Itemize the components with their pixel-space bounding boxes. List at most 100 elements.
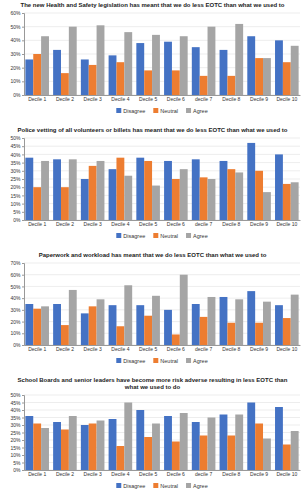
bar [208, 179, 216, 220]
x-tick-label: Decile 8 [222, 346, 240, 352]
x-tick-label: Decile 1 [28, 346, 46, 352]
bar [41, 161, 49, 220]
bar [192, 422, 200, 470]
y-tick-mark [22, 470, 24, 471]
bars [25, 143, 298, 220]
bar [97, 421, 105, 471]
y-tick: 0% [13, 217, 24, 223]
legend-item: Neutral [153, 233, 178, 239]
x-axis: Decile 1Decile 2Decile 3Decile 4Decile 5… [25, 470, 301, 477]
y-tick-mark [22, 463, 24, 464]
bar [283, 318, 291, 345]
x-tick: Decile 5 [139, 220, 157, 227]
x-tick: Decile 5 [139, 95, 157, 102]
x-tick: Decile 1 [28, 345, 46, 352]
grid [24, 138, 300, 220]
grid-line [24, 298, 300, 299]
y-tick-mark [22, 95, 24, 96]
bar [136, 43, 144, 95]
x-tick-label: Decile 8 [222, 221, 240, 227]
bar [124, 32, 132, 95]
bar [200, 177, 208, 220]
y-tick-mark [22, 154, 24, 155]
x-tick: decile 7 [195, 95, 212, 102]
x-tick-label: Decile 3 [84, 96, 102, 102]
bar [275, 40, 283, 95]
legend: DisagreeNeutralAgree [116, 358, 207, 364]
bar [81, 425, 89, 470]
x-tick-label: Decile 9 [250, 96, 268, 102]
bar [25, 304, 33, 345]
x-tick: Decile 4 [111, 95, 129, 102]
y-tick-label: 5% [13, 209, 21, 215]
bar [144, 161, 152, 220]
grid-line [24, 162, 300, 163]
bar [275, 407, 283, 470]
y-tick-label: 10% [10, 78, 21, 84]
x-tick-label: Decile 2 [56, 96, 74, 102]
y-tick: 0% [13, 342, 24, 348]
grid [24, 13, 300, 95]
y-tick-label: 50% [10, 24, 21, 30]
y-tick: 5% [13, 460, 24, 466]
bar [164, 416, 172, 470]
x-tick: Decile 6 [167, 345, 185, 352]
x-tick: Decile 9 [250, 220, 268, 227]
panel: Paperwork and workload has meant that we… [10, 252, 300, 364]
bars [25, 24, 298, 95]
y-tick-label: 25% [10, 430, 21, 436]
legend-label: Agree [193, 233, 208, 239]
grid-line [24, 138, 300, 139]
bar [41, 428, 49, 470]
bar [144, 316, 152, 345]
y-tick-mark [22, 448, 24, 449]
y-tick: 40% [10, 37, 24, 43]
y-tick-mark [22, 322, 24, 323]
legend-item: Agree [186, 483, 208, 489]
y-tick-label: 0% [13, 217, 21, 223]
title: Police vetting of all volunteers or bill… [17, 127, 287, 133]
y-tick-label: 0% [13, 342, 21, 348]
bar [89, 166, 97, 220]
bar [255, 171, 263, 220]
y-tick: 20% [10, 437, 24, 443]
y-tick: 5% [13, 209, 24, 215]
x-tick: Decile 2 [56, 220, 74, 227]
x-tick-label: Decile 9 [250, 346, 268, 352]
y-axis-line [22, 14, 25, 96]
x-tick: decile 7 [195, 220, 212, 227]
bar [263, 302, 271, 345]
bar [172, 179, 180, 220]
bar [152, 35, 160, 95]
bar [53, 159, 61, 220]
y-tick-mark [22, 163, 24, 164]
bar [283, 445, 291, 471]
bar [180, 36, 188, 95]
bar [144, 70, 152, 95]
y-tick: 35% [10, 415, 24, 421]
y-axis-line [22, 139, 25, 221]
x-tick: Decile 3 [84, 345, 102, 352]
y-tick-label: 30% [10, 422, 21, 428]
y-tick-mark [22, 187, 24, 188]
grid-line [24, 263, 300, 264]
y-tick-mark [22, 13, 24, 14]
bar [247, 291, 255, 345]
y-tick-label: 30% [10, 307, 21, 313]
y-tick-mark [22, 146, 24, 147]
bar [89, 424, 97, 471]
y-tick-label: 40% [10, 37, 21, 43]
y-tick-label: 30% [10, 168, 21, 174]
bar [227, 436, 235, 471]
bar [109, 305, 117, 345]
bar [53, 422, 61, 470]
y-axis: 0%5%10%15%20%25%30%35%40%45%50% [10, 135, 24, 223]
y-tick-mark [22, 418, 24, 419]
x-tick: Decile 3 [84, 470, 102, 477]
x-tick-label: Decile 6 [167, 96, 185, 102]
legend-label: Neutral [160, 483, 178, 489]
legend-label: Agree [193, 358, 208, 364]
x-tick: Decile 8 [222, 95, 240, 102]
bar [180, 275, 188, 345]
legend-item: Neutral [153, 358, 178, 364]
